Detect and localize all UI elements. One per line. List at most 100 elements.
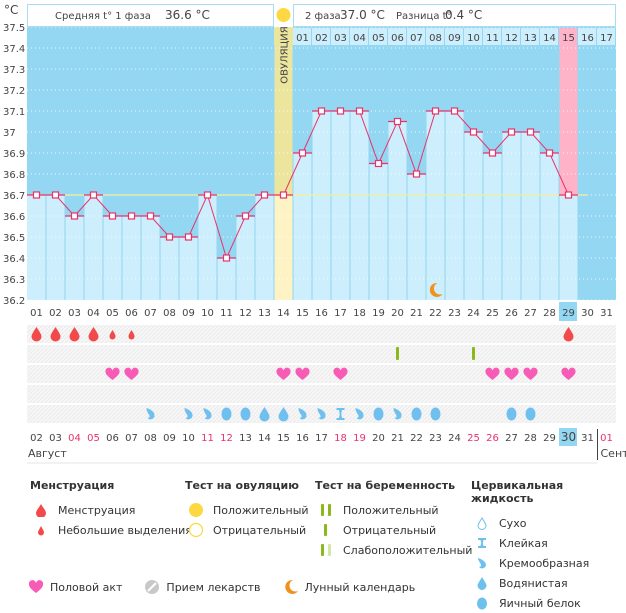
- temperature-bar: [255, 195, 274, 300]
- calendar-date-label: 27: [505, 433, 518, 444]
- calendar-date-label: 25: [467, 433, 480, 444]
- legend-cervical-fluid-title: Цервикальная жидкость: [471, 479, 626, 505]
- egg-white-icon: [431, 408, 441, 421]
- temperature-point: [414, 171, 420, 177]
- y-tick-label: 36.6: [3, 212, 25, 223]
- legend-item-medication: Прием лекарств: [144, 579, 260, 595]
- pregnancy-test-icon: [396, 347, 399, 360]
- calendar-date-label: 28: [524, 433, 537, 444]
- luteal-day-label: 15: [562, 33, 575, 44]
- temperature-point: [547, 150, 553, 156]
- temperature-bar: [312, 111, 331, 300]
- temperature-point: [319, 108, 325, 114]
- temperature-point: [72, 213, 78, 219]
- cycle-day-label: 06: [125, 308, 138, 319]
- legend-item-spotting: Небольшие выделения: [30, 520, 192, 540]
- ovulation-bar: [274, 195, 293, 300]
- cycle-day-label: 25: [486, 308, 499, 319]
- temperature-point: [490, 150, 496, 156]
- luteal-day-label: 04: [353, 33, 366, 44]
- cycle-day-label: 24: [467, 308, 480, 319]
- temperature-point: [395, 119, 401, 125]
- egg-white-icon: [507, 408, 517, 421]
- sticky-icon: [471, 536, 493, 550]
- y-tick-label: 37.5: [3, 23, 25, 34]
- cycle-day-label: 16: [315, 308, 328, 319]
- double-strip-icon: [315, 503, 337, 517]
- y-axis-unit: °C: [4, 3, 18, 17]
- cycle-day-label: 09: [182, 308, 195, 319]
- calendar-date-label: 08: [144, 433, 157, 444]
- temperature-point: [91, 192, 97, 198]
- temperature-bar: [464, 132, 483, 300]
- calendar-date-label: 07: [125, 433, 138, 444]
- luteal-day-label: 01: [296, 33, 309, 44]
- egg-white-icon: [374, 408, 384, 421]
- next-month-label: Сент: [601, 447, 626, 460]
- temperature-point: [224, 255, 230, 261]
- temperature-point: [262, 192, 268, 198]
- egg-white-icon: [526, 408, 536, 421]
- legend-item-menstruation: Менструация: [30, 500, 192, 520]
- cycle-day-label: 02: [49, 308, 62, 319]
- cycle-day-label: 26: [505, 308, 518, 319]
- pill-icon: [144, 579, 160, 595]
- cycle-day-label: 11: [220, 308, 233, 319]
- month-label: Август: [28, 447, 67, 460]
- y-tick-label: 37: [3, 128, 16, 139]
- y-tick-label: 36.3: [3, 275, 25, 286]
- luteal-day-label: 10: [467, 33, 480, 44]
- temperature-point: [148, 213, 154, 219]
- legend-menstruation-title: Менструация: [30, 479, 192, 492]
- legend-cervical-fluid: Цервикальная жидкость Сухо Клейкая Кремо…: [471, 479, 626, 613]
- phase1-label: Средняя t° 1 фаза: [55, 11, 151, 22]
- luteal-day-label: 14: [543, 33, 556, 44]
- legend-label: Небольшие выделения: [58, 524, 192, 537]
- temperature-bar: [426, 111, 445, 300]
- phase2-value: 37.0 °C: [340, 8, 385, 22]
- cycle-day-label: 22: [429, 308, 442, 319]
- cycle-day-label: 18: [353, 308, 366, 319]
- creamy-icon: [471, 556, 493, 570]
- legend-label: Положительный: [213, 504, 309, 517]
- legend-pregnancy-test-title: Тест на беременность: [315, 479, 472, 492]
- temperature-point: [566, 192, 572, 198]
- pregnancy-test-icon: [472, 347, 475, 360]
- next-month-date: 01: [600, 433, 613, 444]
- calendar-date-label: 12: [220, 433, 233, 444]
- legend-label: Отрицательный: [213, 524, 306, 537]
- luteal-day-label: 13: [524, 33, 537, 44]
- observation-row: [27, 325, 616, 343]
- temperature-point: [509, 129, 515, 135]
- temperature-point: [281, 192, 287, 198]
- legend-label: Лунный календарь: [305, 581, 416, 594]
- temperature-point: [452, 108, 458, 114]
- calendar-date-label: 29: [543, 433, 556, 444]
- legend-item-sticky: Клейкая: [471, 533, 626, 553]
- temperature-bar: [369, 164, 388, 301]
- temperature-point: [528, 129, 534, 135]
- cycle-day-label: 20: [391, 308, 404, 319]
- observation-row: [27, 345, 616, 363]
- egg-white-icon: [412, 408, 422, 421]
- y-tick-label: 36.8: [3, 170, 25, 181]
- y-tick-label: 37.1: [3, 107, 25, 118]
- calendar-date-label: 02: [30, 433, 43, 444]
- calendar-date-label: 11: [201, 433, 214, 444]
- legend-menstruation: Менструация Менструация Небольшие выделе…: [30, 479, 192, 540]
- temperature-point: [167, 234, 173, 240]
- cycle-day-label: 08: [163, 308, 176, 319]
- temperature-bar: [388, 122, 407, 301]
- egg-white-icon: [241, 408, 251, 421]
- temperature-point: [53, 192, 59, 198]
- diff-label: Разница t°: [396, 11, 452, 22]
- luteal-day-label: 12: [505, 33, 518, 44]
- y-tick-label: 37.2: [3, 86, 25, 97]
- temperature-point: [205, 192, 211, 198]
- calendar-date-label: 31: [581, 433, 594, 444]
- calendar-date-label: 20: [372, 433, 385, 444]
- legend-label: Кремообразная: [499, 557, 589, 570]
- luteal-day-label: 17: [600, 33, 613, 44]
- temperature-bar: [540, 153, 559, 300]
- temperature-bar: [160, 237, 179, 300]
